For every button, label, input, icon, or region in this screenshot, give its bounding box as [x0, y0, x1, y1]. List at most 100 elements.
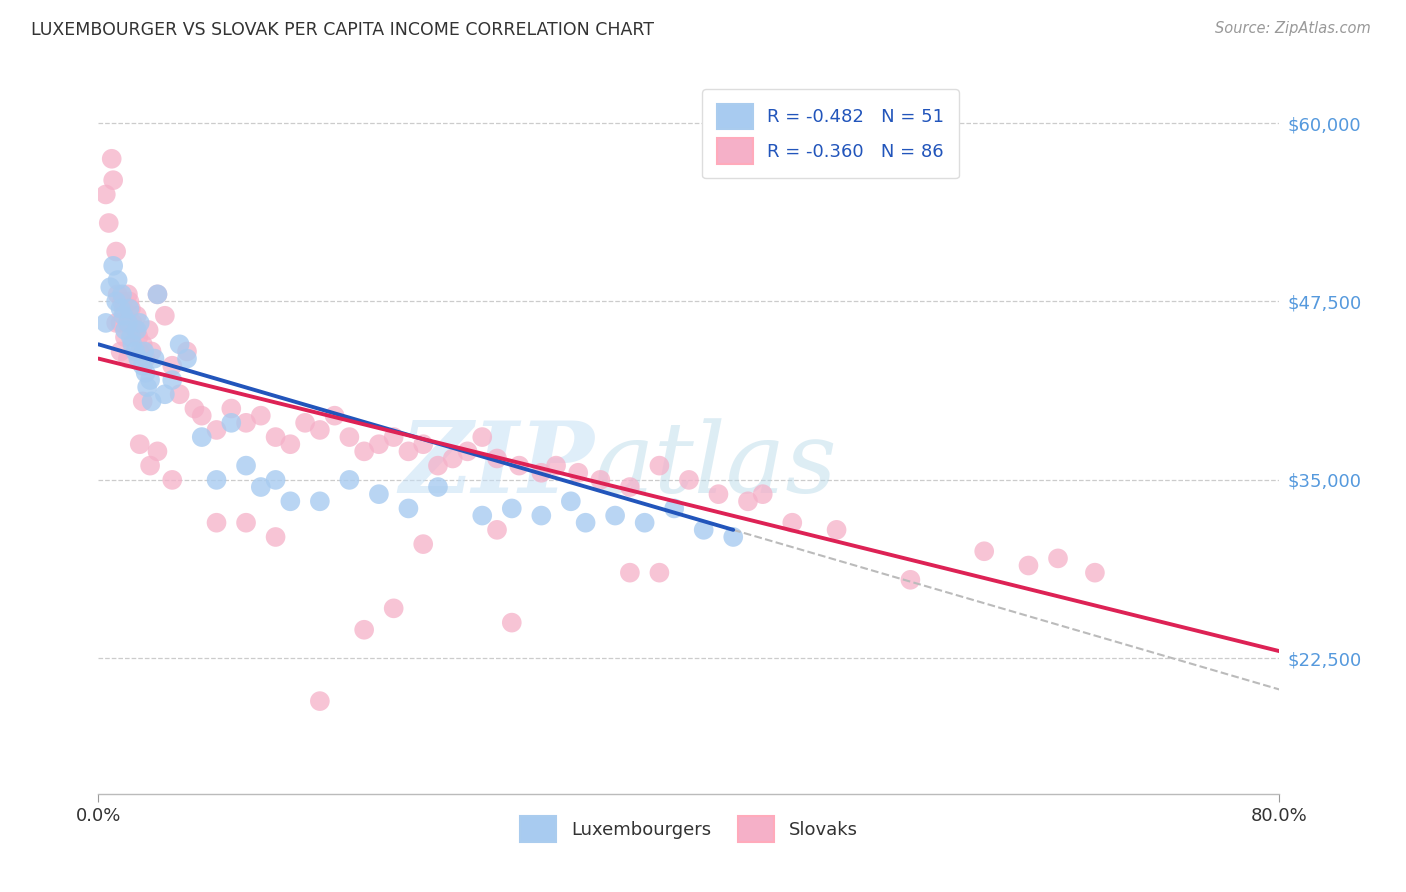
Point [546, 458, 568, 473]
Point [339, 473, 361, 487]
Point [648, 458, 671, 473]
Point [94, 316, 117, 330]
Point [146, 287, 169, 301]
Point [471, 430, 494, 444]
Point [1047, 551, 1070, 566]
Point [139, 373, 162, 387]
Point [111, 294, 134, 309]
Point [125, 323, 148, 337]
Point [162, 473, 183, 487]
Point [135, 366, 157, 380]
Point [530, 466, 553, 480]
Point [117, 351, 139, 366]
Point [127, 330, 149, 344]
Point [501, 615, 523, 630]
Point [146, 444, 169, 458]
Point [368, 437, 391, 451]
Point [280, 494, 302, 508]
Point [752, 487, 775, 501]
Point [132, 394, 155, 409]
Point [353, 444, 375, 458]
Point [221, 416, 243, 430]
Point [280, 437, 302, 451]
Point [619, 480, 641, 494]
Point [457, 444, 479, 458]
Text: ZIP: ZIP [399, 417, 595, 514]
Point [128, 344, 150, 359]
Point [530, 508, 553, 523]
Point [427, 458, 450, 473]
Point [323, 409, 346, 423]
Point [135, 351, 157, 366]
Point [264, 473, 287, 487]
Point [723, 530, 745, 544]
Point [134, 344, 156, 359]
Point [412, 437, 434, 451]
Point [221, 401, 243, 416]
Point [427, 480, 450, 494]
Point [339, 430, 361, 444]
Point [118, 294, 141, 309]
Point [110, 316, 132, 330]
Point [782, 516, 804, 530]
Point [412, 537, 434, 551]
Point [183, 401, 205, 416]
Point [110, 344, 132, 359]
Point [589, 473, 612, 487]
Point [121, 316, 143, 330]
Point [117, 287, 139, 301]
Point [169, 337, 191, 351]
Point [634, 516, 657, 530]
Point [1018, 558, 1040, 573]
Point [132, 359, 155, 373]
Point [94, 187, 117, 202]
Point [132, 337, 155, 351]
Point [191, 430, 214, 444]
Point [105, 316, 128, 330]
Point [973, 544, 995, 558]
Point [112, 309, 135, 323]
Point [138, 323, 160, 337]
Point [567, 466, 589, 480]
Text: Source: ZipAtlas.com: Source: ZipAtlas.com [1215, 21, 1371, 37]
Point [139, 458, 162, 473]
Point [98, 280, 121, 294]
Point [205, 473, 228, 487]
Text: LUXEMBOURGER VS SLOVAK PER CAPITA INCOME CORRELATION CHART: LUXEMBOURGER VS SLOVAK PER CAPITA INCOME… [31, 21, 654, 39]
Point [825, 523, 848, 537]
Point [560, 494, 582, 508]
Point [107, 287, 129, 301]
Point [191, 409, 214, 423]
Point [124, 323, 146, 337]
Point [605, 508, 627, 523]
Point [127, 351, 149, 366]
Point [105, 244, 128, 259]
Point [250, 480, 273, 494]
Point [153, 309, 176, 323]
Point [309, 694, 332, 708]
Point [169, 387, 191, 401]
Point [309, 423, 332, 437]
Point [114, 330, 136, 344]
Legend: Luxembourgers, Slovaks: Luxembourgers, Slovaks [513, 809, 865, 849]
Point [664, 501, 686, 516]
Point [128, 437, 150, 451]
Point [235, 416, 257, 430]
Point [441, 451, 464, 466]
Point [471, 508, 494, 523]
Point [368, 487, 391, 501]
Point [141, 394, 163, 409]
Point [118, 301, 141, 316]
Point [382, 430, 405, 444]
Text: atlas: atlas [595, 418, 837, 513]
Point [235, 516, 257, 530]
Point [125, 309, 148, 323]
Point [508, 458, 530, 473]
Point [141, 344, 163, 359]
Point [112, 301, 135, 316]
Point [1084, 566, 1107, 580]
Point [100, 152, 122, 166]
Point [120, 330, 142, 344]
Point [693, 523, 716, 537]
Point [501, 501, 523, 516]
